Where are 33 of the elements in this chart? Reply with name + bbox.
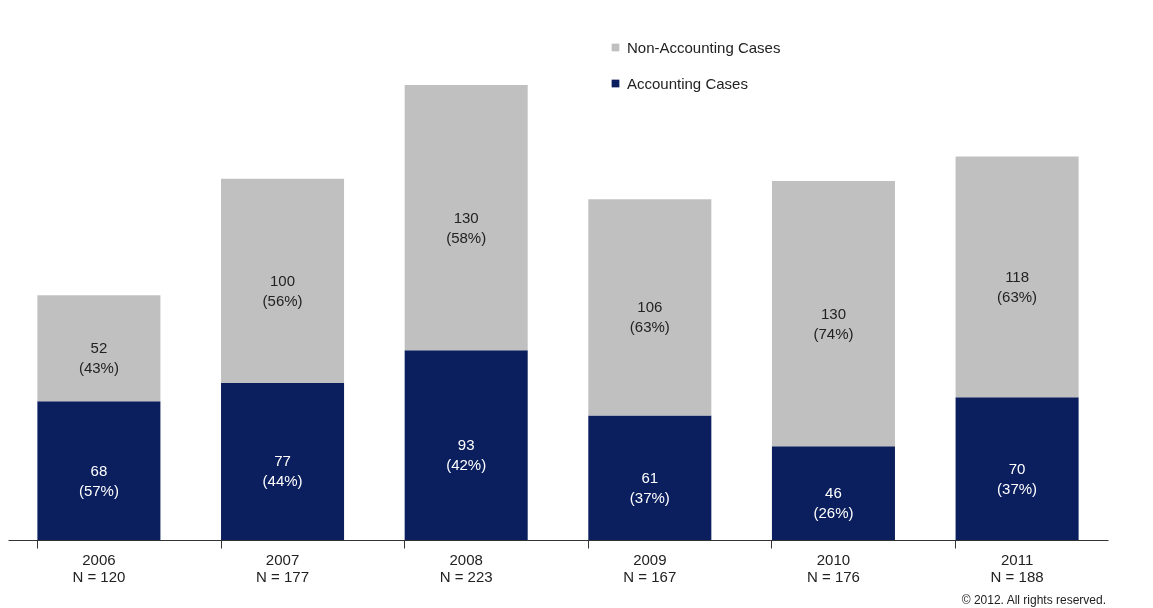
text: © 2012. All rights reserved.	[961, 593, 1106, 607]
bar	[404, 350, 528, 540]
data-label: 70 (37%)	[997, 459, 1038, 497]
data-label: 118 (63%)	[997, 267, 1038, 305]
bar	[221, 382, 345, 540]
x-tick-label: 2009 N = 167	[623, 550, 677, 585]
data-label: 130 (74%)	[813, 304, 854, 342]
data-label: 61 (37%)	[629, 468, 670, 506]
legend-label: Accounting Cases	[627, 74, 748, 92]
bar	[37, 295, 161, 402]
x-tick-label: 2010 N = 176	[806, 550, 860, 585]
data-label: 93 (42%)	[446, 436, 487, 474]
data-label: 77 (44%)	[262, 452, 303, 490]
bar	[955, 397, 1079, 540]
data-label: 52 (43%)	[78, 339, 119, 377]
bar	[771, 446, 895, 540]
bar	[955, 156, 1079, 398]
x-tick-label: 2006 N = 120	[72, 550, 126, 585]
data-label: 46 (26%)	[813, 484, 854, 522]
x-tick-label: 2008 N = 223	[439, 550, 493, 585]
data-label: 100 (56%)	[262, 271, 303, 309]
bar	[221, 178, 345, 383]
bar	[771, 180, 895, 447]
data-label: 68 (57%)	[78, 461, 119, 499]
data-label: 130 (58%)	[446, 208, 487, 246]
legend-label: Non-Accounting Cases	[627, 38, 781, 56]
bar	[588, 199, 712, 416]
bar	[37, 401, 161, 540]
x-tick-label: 2007 N = 177	[256, 550, 310, 585]
x-tick-label: 2011 N = 188	[990, 550, 1044, 585]
bar	[588, 415, 712, 540]
data-label: 106 (63%)	[629, 298, 670, 336]
bar	[404, 85, 528, 351]
